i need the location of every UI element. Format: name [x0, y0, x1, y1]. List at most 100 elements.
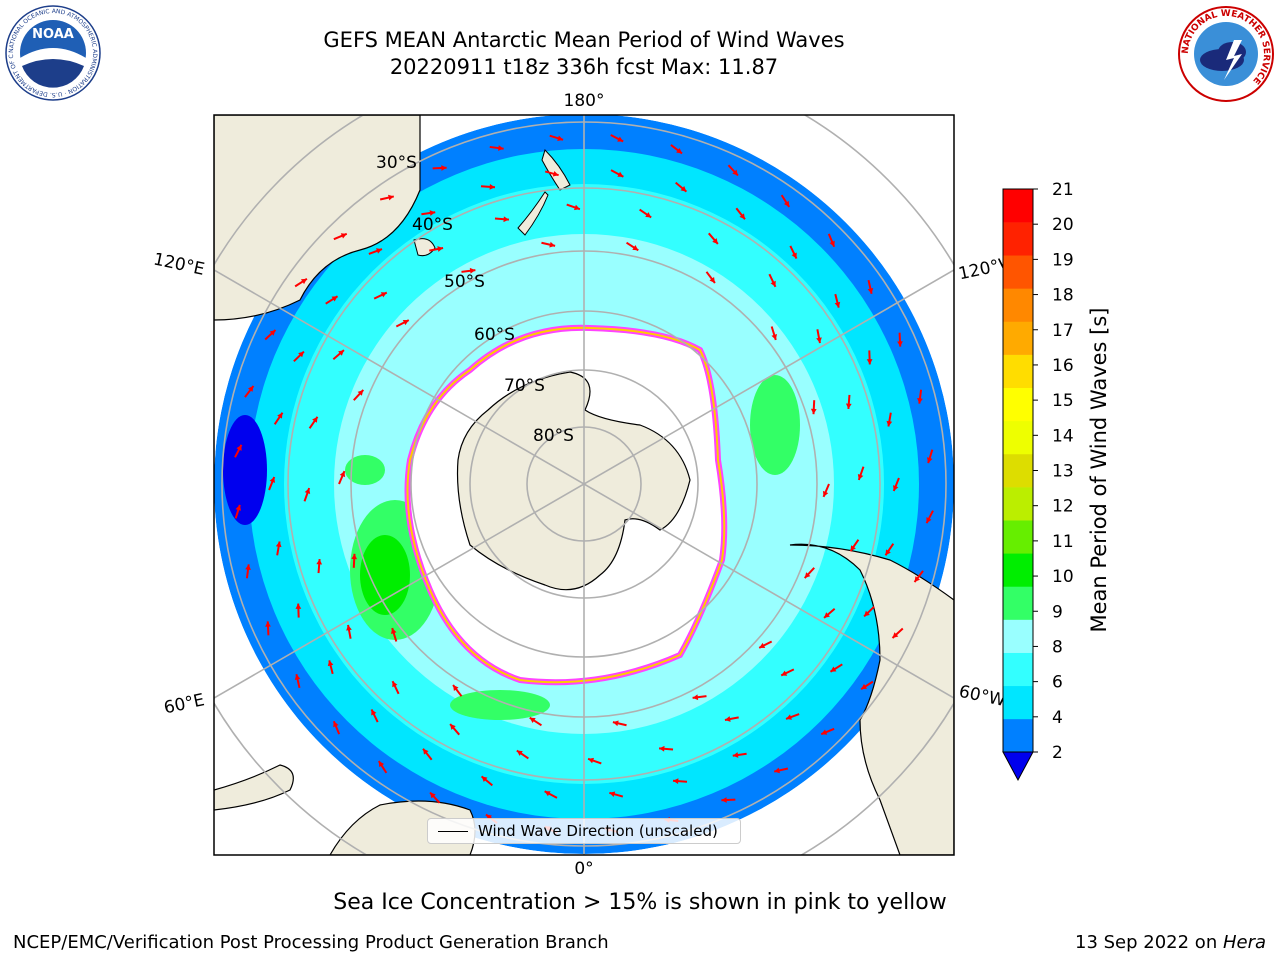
lon-label-60w: 60°W — [957, 682, 1007, 711]
wind-wave-arrowhead — [269, 330, 276, 336]
wind-wave-arrowhead — [489, 184, 495, 190]
footer-credit: NCEP/EMC/Verification Post Processing Pr… — [13, 932, 609, 953]
wind-wave-arrowhead — [914, 576, 921, 583]
wind-wave-arrowhead — [298, 351, 304, 358]
colorbar-tick-label: 14 — [1052, 426, 1074, 446]
lat-label-30s: 30°S — [376, 153, 417, 173]
colorbar-under-extension — [1002, 751, 1034, 782]
colorbar-tick-label: 16 — [1052, 356, 1074, 376]
wind-wave-arrowhead — [245, 564, 251, 570]
wind-wave-arrowhead — [897, 341, 903, 347]
wind-wave-arrowhead — [645, 212, 652, 218]
wind-wave-arrowhead — [845, 403, 852, 409]
colorbar-swatch — [1003, 255, 1033, 289]
colorbar-swatch — [1003, 387, 1033, 422]
colorbar-tick-label: 15 — [1052, 391, 1074, 411]
colorbar-tick-label: 20 — [1052, 215, 1074, 235]
lon-label-180: 180° — [564, 91, 605, 111]
wind-wave-arrowhead — [612, 720, 619, 727]
lon-label-120e: 120°E — [152, 250, 207, 280]
wind-wave-arrowhead — [346, 624, 352, 631]
chart-subtitle: 20220911 t18z 336h fcst Max: 11.87 — [389, 55, 779, 79]
svg-text:NOAA: NOAA — [32, 27, 74, 42]
wind-wave-arrowhead — [857, 473, 864, 480]
wind-wave-arrowhead — [834, 301, 841, 308]
wind-wave-arrowhead — [724, 716, 731, 722]
wind-wave-arrowhead — [331, 296, 338, 302]
wind-wave-arrowhead — [275, 541, 282, 548]
wind-wave-arrowhead — [265, 621, 271, 627]
lat-label-50s: 50°S — [444, 272, 485, 292]
colorbar-label: Mean Period of Wind Waves [s] — [1087, 308, 1111, 633]
wind-wave-arrowhead — [235, 504, 242, 511]
wind-wave-arrowhead — [824, 612, 830, 618]
wind-wave-arrowhead — [804, 572, 811, 579]
colorbar-swatch — [1003, 652, 1033, 687]
wind-wave-arrowhead — [774, 767, 780, 774]
wind-wave-arrowhead — [816, 337, 822, 344]
wind-wave-arrowhead — [429, 210, 436, 216]
wind-wave-arrowhead — [885, 549, 891, 556]
colorbar-swatch — [1003, 222, 1033, 256]
wind-wave-arrowhead — [867, 288, 874, 294]
colorbar-swatch — [1003, 685, 1033, 720]
colorbar-tick-label: 13 — [1052, 462, 1074, 482]
antarctica-land — [456, 371, 691, 591]
wind-wave-arrowhead — [402, 319, 409, 326]
wind-wave-arrowhead — [926, 457, 933, 464]
wind-wave-arrowhead — [712, 238, 718, 244]
wind-wave-arrowhead — [351, 553, 358, 560]
wind-wave-arrowhead — [680, 186, 687, 192]
wind-wave-arrowhead — [423, 748, 429, 755]
wind-wave-arrowhead — [453, 685, 459, 691]
colorbar-tick-label: 9 — [1052, 602, 1063, 622]
wind-wave-arrowhead — [791, 252, 797, 259]
wind-wave-arrowhead — [485, 814, 492, 821]
australia-land — [214, 115, 421, 321]
wind-wave-arrowhead — [886, 420, 893, 427]
south-america-land — [789, 543, 954, 855]
colorbar-tick-label: 10 — [1052, 567, 1074, 587]
wind-wave-arrowhead — [549, 241, 556, 248]
lat-label-70s: 70°S — [504, 376, 545, 396]
wind-wave-arrowhead — [709, 277, 715, 283]
wind-wave-arrowhead — [247, 385, 254, 392]
wind-wave-arrowhead — [380, 292, 387, 298]
wind-wave-arrowhead — [830, 666, 837, 672]
wind-wave-arrowhead — [269, 476, 275, 483]
lat-label-80s: 80°S — [533, 426, 574, 446]
wind-wave-arrowhead — [632, 245, 639, 251]
sea-ice-note: Sea Ice Concentration > 15% is shown in … — [333, 890, 947, 915]
wind-wave-arrowhead — [893, 485, 899, 492]
wind-wave-arrowhead — [732, 169, 738, 176]
chart-title: GEFS MEAN Antarctic Mean Period of Wind … — [323, 28, 845, 52]
wind-wave-arrowhead — [588, 757, 595, 764]
wind-wave-arrowhead — [759, 642, 766, 649]
colorbar-swatch — [1003, 487, 1033, 521]
colorbar-tick-label: 11 — [1052, 532, 1074, 552]
colorbar-tick-label: 12 — [1052, 497, 1074, 517]
wind-wave-arrowhead — [822, 490, 829, 497]
wind-wave-arrowhead — [300, 278, 307, 285]
colorbar-swatch — [1003, 420, 1033, 455]
colorbar-tick-label: 18 — [1052, 286, 1074, 306]
colorbar-tick-label: 2 — [1052, 743, 1063, 763]
wind-wave-arrowhead — [388, 194, 394, 201]
wind-wave-arrowhead — [450, 724, 456, 730]
nws-logo: NATIONAL WEATHER SERVICE — [1178, 6, 1274, 102]
footer-date: 13 Sep 2022 on Hera — [1075, 932, 1266, 953]
wind-wave-arrowhead — [781, 670, 788, 676]
wind-wave-arrowhead — [659, 745, 665, 752]
wind-wave-arrowhead — [676, 147, 683, 154]
colorbar-swatch — [1003, 520, 1033, 554]
wind-wave-arrowhead — [609, 791, 616, 797]
wind-wave-arrowhead — [673, 778, 679, 784]
wind-wave-arrowhead — [552, 171, 559, 177]
wind-wave-arrowhead — [544, 791, 551, 797]
wind-wave-arrowhead — [529, 717, 536, 723]
wind-wave-arrowhead — [294, 674, 301, 680]
colorbar-swatch — [1003, 321, 1033, 355]
map-legend: Wind Wave Direction (unscaled) — [427, 818, 741, 844]
wind-wave-arrowhead — [866, 359, 873, 365]
